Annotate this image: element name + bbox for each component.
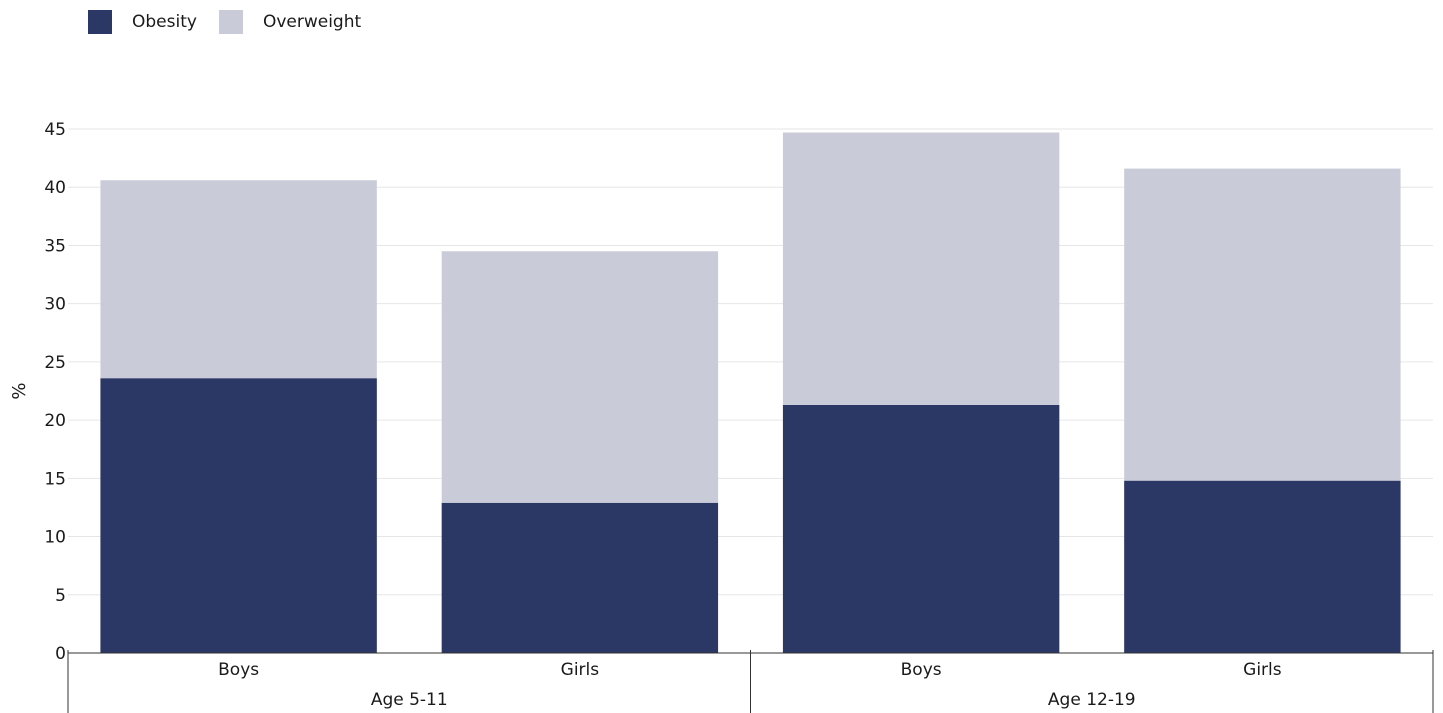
y-tick-label: 0 — [55, 644, 66, 664]
legend-swatch-overweight — [218, 10, 243, 34]
x-category-label: Girls — [561, 660, 600, 680]
bar-overweight-2[interactable] — [441, 251, 719, 503]
y-tick-label: 10 — [44, 528, 66, 548]
bar-overweight-1[interactable] — [100, 180, 377, 379]
x-category-label: Boys — [901, 660, 942, 680]
y-tick-label: 25 — [44, 353, 66, 373]
legend-item-overweight[interactable]: Overweight — [218, 10, 362, 34]
legend-label-obesity: Obesity — [132, 12, 197, 32]
y-tick-label: 20 — [44, 411, 66, 431]
legend-label-overweight: Overweight — [262, 12, 362, 32]
bar-overweight-3[interactable] — [782, 132, 1060, 405]
legend-item-obesity[interactable]: Obesity — [88, 10, 197, 34]
bar-overweight-4[interactable] — [1124, 168, 1401, 481]
bar-obesity-1[interactable] — [100, 378, 377, 653]
y-tick-label: 40 — [44, 178, 66, 198]
y-tick-label: 30 — [44, 295, 66, 315]
x-category-label: Girls — [1243, 660, 1282, 680]
x-group-label: Age 12-19 — [1048, 690, 1136, 710]
y-tick-label: 35 — [44, 236, 66, 256]
y-axis-label: % — [9, 382, 30, 399]
bar-obesity-2[interactable] — [441, 502, 719, 653]
bar-obesity-4[interactable] — [1124, 480, 1401, 653]
x-group-label: Age 5-11 — [371, 690, 448, 710]
legend: Obesity Overweight — [88, 10, 383, 34]
y-tick-label: 45 — [44, 120, 66, 140]
legend-swatch-obesity — [88, 10, 112, 34]
x-category-label: Boys — [218, 660, 259, 680]
y-tick-label: 15 — [44, 469, 66, 489]
bar-obesity-3[interactable] — [782, 404, 1060, 653]
y-tick-label: 5 — [55, 586, 66, 606]
